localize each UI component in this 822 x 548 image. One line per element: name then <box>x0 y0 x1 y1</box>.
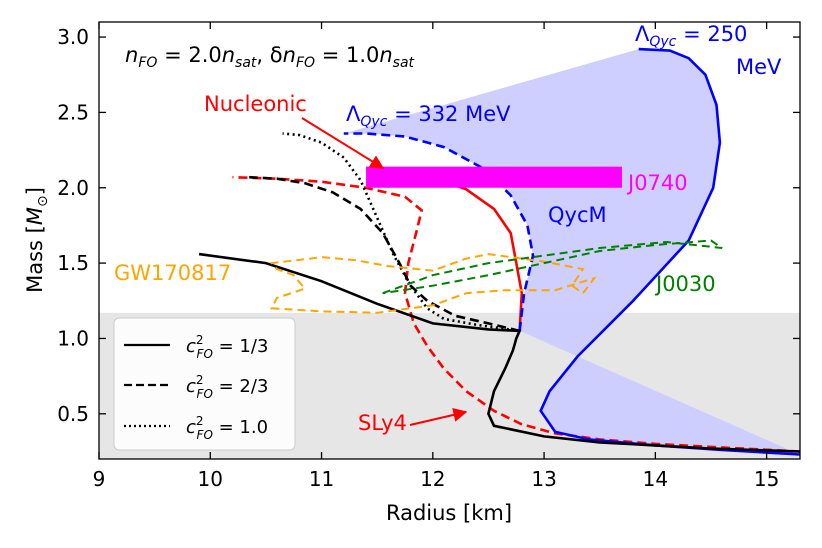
x-axis-label: Radius [km] <box>386 501 512 525</box>
chart-title: nFO = 2.0nsat, δnFO = 1.0nsat <box>125 43 415 71</box>
x-tick-label-2: 11 <box>309 467 334 491</box>
j0740-constraint-bar <box>366 166 622 188</box>
y-tick-label-0: 0.5 <box>57 402 89 426</box>
y-tick-label-1: 1.0 <box>57 326 89 350</box>
x-tick-label-1: 10 <box>198 467 223 491</box>
series-line-4 <box>539 47 800 456</box>
qycm-band-fill <box>343 49 800 455</box>
legend-box <box>113 317 296 451</box>
gw170817-contour <box>269 253 597 314</box>
x-axis-ticks: 9 10 11 12 13 14 15 <box>93 22 779 491</box>
gw170817-label: GW170817 <box>114 261 231 285</box>
sly4-label: SLy4 <box>358 411 407 435</box>
legend: c2 FO = 1/3 c2 FO = 2/3 c2 FO = 1.0 <box>113 317 296 451</box>
j0030-contour <box>382 239 723 295</box>
series-line-5 <box>198 252 800 453</box>
y-tick-label-2: 1.5 <box>57 251 89 275</box>
legend-label-1-3: c2 FO = 1/3 <box>186 333 268 361</box>
series-line-6 <box>249 175 520 333</box>
y-axis-ticks: 0.5 1.0 1.5 2.0 2.5 3.0 <box>57 25 800 426</box>
sly4-arrow <box>409 408 468 426</box>
x-tick-label-6: 15 <box>754 467 779 491</box>
y-tick-label-5: 3.0 <box>57 25 89 49</box>
nucleonic-label: Nucleonic <box>204 92 307 116</box>
legend-label-1-0: c2 FO = 1.0 <box>186 414 268 442</box>
y-tick-label-3: 2.0 <box>57 176 89 200</box>
x-tick-label-5: 14 <box>643 467 668 491</box>
nucleonic-arrow <box>301 117 385 169</box>
lambda-332-label: ΛQyc = 332 MeV <box>346 102 511 130</box>
series-line-0 <box>232 175 800 453</box>
lambda-250-unit: MeV <box>736 55 782 79</box>
lambda-250-label: ΛQyc = 250 <box>635 22 747 50</box>
plot-frame <box>98 21 801 460</box>
j0030-label: J0030 <box>654 272 716 296</box>
y-axis-label: Mass [M⊙] <box>23 187 51 293</box>
x-tick-label-0: 9 <box>93 467 106 491</box>
legend-label-2-3: c2 FO = 2/3 <box>186 373 268 401</box>
qycm-label: QycM <box>548 203 607 227</box>
series-line-2 <box>515 262 524 331</box>
x-tick-label-3: 12 <box>420 467 445 491</box>
x-tick-label-4: 13 <box>531 467 556 491</box>
j0740-label: J0740 <box>626 171 688 195</box>
y-tick-label-4: 2.5 <box>57 100 89 124</box>
